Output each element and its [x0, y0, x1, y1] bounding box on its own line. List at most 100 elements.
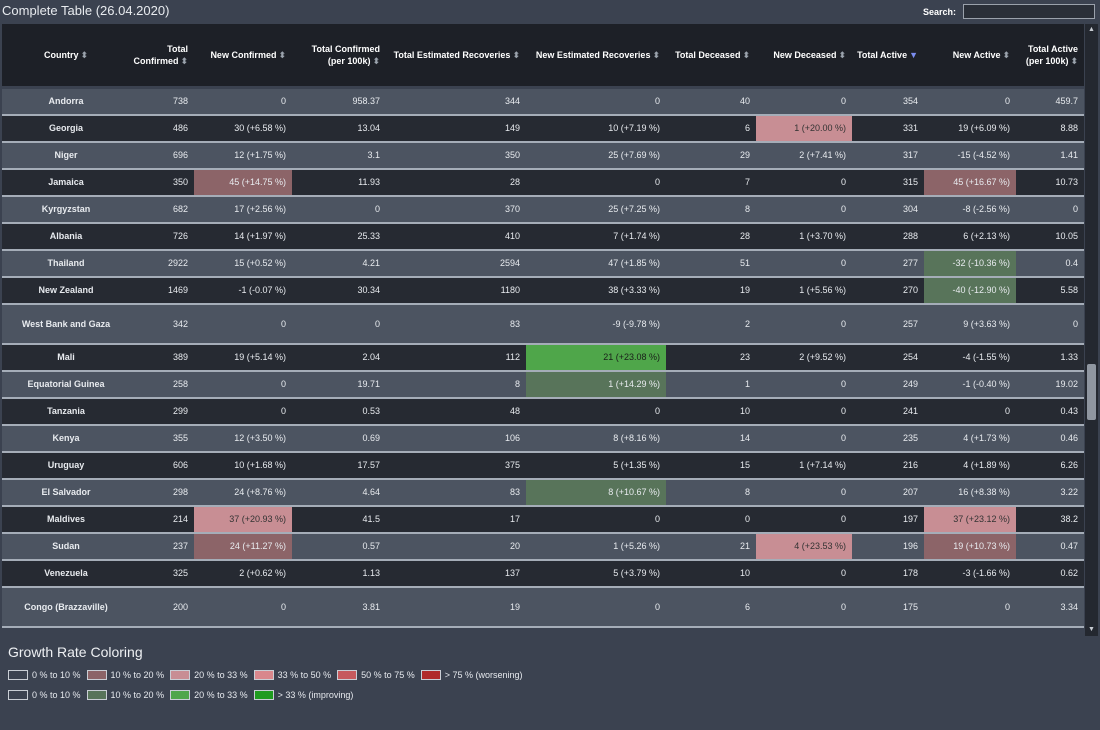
column-header[interactable]: New Confirmed ⬍ — [194, 24, 292, 86]
country-cell: Equatorial Guinea — [2, 371, 130, 399]
table-row[interactable]: New Zealand 1469 -1 (-0.07 %) 30.34 1180 38 (… — [2, 277, 1084, 305]
scroll-up-icon[interactable]: ▲ — [1088, 26, 1095, 33]
data-cell: 0 — [924, 398, 1016, 426]
data-cell: 0.47 — [1016, 533, 1084, 561]
data-cell: 375 — [386, 452, 526, 480]
data-cell: 288 — [852, 223, 924, 251]
scrollbar-thumb[interactable] — [1087, 364, 1096, 420]
column-header[interactable]: New Active ⬍ — [924, 24, 1016, 86]
sort-both-icon[interactable]: ⬍ — [180, 56, 188, 66]
data-cell: 1 (+5.56 %) — [756, 277, 852, 305]
data-cell: -15 (-4.52 %) — [924, 142, 1016, 170]
data-cell: 8 (+10.67 %) — [526, 479, 666, 507]
data-cell: 6 — [666, 115, 756, 143]
page-title: Complete Table (26.04.2020) — [2, 3, 170, 18]
data-cell: 0 — [194, 587, 292, 628]
data-cell: 5.58 — [1016, 277, 1084, 305]
sort-both-icon[interactable]: ⬍ — [278, 50, 286, 60]
data-cell: 0 — [526, 506, 666, 534]
legend-swatch — [86, 670, 107, 680]
sort-both-icon[interactable]: ⬍ — [80, 50, 89, 60]
sort-both-icon[interactable]: ⬍ — [838, 50, 846, 60]
column-header[interactable]: Total Confirmed ⬍ — [130, 24, 194, 86]
data-cell: 38 (+3.33 %) — [526, 277, 666, 305]
column-header[interactable]: Total Active (per 100k) ⬍ — [1016, 24, 1084, 86]
column-header[interactable]: Country ⬍ — [2, 24, 130, 86]
legend-swatch — [420, 670, 441, 680]
column-header[interactable]: New Estimated Recoveries ⬍ — [526, 24, 666, 86]
table-row[interactable]: Thailand 2922 15 (+0.52 %) 4.21 2594 47 (+1.8… — [2, 250, 1084, 278]
data-cell: 0 — [924, 89, 1016, 116]
sort-both-icon[interactable]: ⬍ — [512, 50, 520, 60]
data-cell: 19 (+10.73 %) — [924, 533, 1016, 561]
legend-item: 20 % to 33 % — [170, 690, 248, 700]
data-cell: 137 — [386, 560, 526, 588]
column-header[interactable]: Total Estimated Recoveries ⬍ — [386, 24, 526, 86]
sort-both-icon[interactable]: ⬍ — [742, 50, 750, 60]
country-cell: Kenya — [2, 425, 130, 453]
data-cell: 216 — [852, 452, 924, 480]
table-row[interactable]: Kyrgyzstan 682 17 (+2.56 %) 0 370 25 (+7.25 %… — [2, 196, 1084, 224]
sort-both-icon[interactable]: ⬍ — [1070, 56, 1078, 66]
data-cell: 0 — [1016, 304, 1084, 345]
table-row[interactable]: El Salvador 298 24 (+8.76 %) 4.64 83 8 (+10.6… — [2, 479, 1084, 507]
table-row[interactable]: Andorra 738 0 958.37 344 0 40 0 354 0 459.7 — [2, 89, 1084, 116]
table-row[interactable]: Equatorial Guinea 258 0 19.71 8 1 (+14.29 %) 1… — [2, 371, 1084, 399]
data-cell: 486 — [130, 115, 194, 143]
legend-swatch — [253, 670, 274, 680]
data-cell: 51 — [666, 250, 756, 278]
table-row[interactable]: Maldives 214 37 (+20.93 %) 41.5 17 0 0 0 197 37 (… — [2, 506, 1084, 534]
data-cell: 28 — [666, 223, 756, 251]
search-input[interactable] — [963, 4, 1095, 19]
table-row[interactable]: Kenya 355 12 (+3.50 %) 0.69 106 8 (+8.16 %) 14… — [2, 425, 1084, 453]
sort-desc-icon[interactable]: ▼ — [909, 50, 918, 60]
column-header-label: Total Confirmed (per 100k) — [311, 44, 380, 66]
data-cell: 12 (+3.50 %) — [194, 425, 292, 453]
table-row[interactable]: West Bank and Gaza 342 0 0 83 -9 (-9.78 %) 2 0 2… — [2, 304, 1084, 345]
data-cell: 2 (+7.41 %) — [756, 142, 852, 170]
data-cell: 38.2 — [1016, 506, 1084, 534]
column-header[interactable]: New Deceased ⬍ — [756, 24, 852, 86]
data-cell: 37 (+20.93 %) — [194, 506, 292, 534]
table-row[interactable]: Georgia 486 30 (+6.58 %) 13.04 149 10 (+7.19 … — [2, 115, 1084, 143]
data-cell: 0 — [756, 425, 852, 453]
scroll-down-icon[interactable]: ▼ — [1088, 626, 1095, 633]
sort-both-icon[interactable]: ⬍ — [372, 56, 380, 66]
data-cell: -3 (-1.66 %) — [924, 560, 1016, 588]
table-row[interactable]: Albania 726 14 (+1.97 %) 25.33 410 7 (+1.74 %… — [2, 223, 1084, 251]
table-row[interactable]: Uruguay 606 10 (+1.68 %) 17.57 375 5 (+1.35 %… — [2, 452, 1084, 480]
data-cell: 45 (+14.75 %) — [194, 169, 292, 197]
legend-item: 10 % to 20 % — [86, 690, 164, 700]
data-cell: 459.7 — [1016, 89, 1084, 116]
data-cell: 19 — [386, 587, 526, 628]
data-cell: 17 — [386, 506, 526, 534]
sort-both-icon[interactable]: ⬍ — [1002, 50, 1010, 60]
data-cell: 0.57 — [292, 533, 386, 561]
table-row[interactable]: Congo (Brazzaville) 200 0 3.81 19 0 6 0 175 0 3.34 — [2, 587, 1084, 628]
data-cell: 4 (+23.53 %) — [756, 533, 852, 561]
data-cell: -9 (-9.78 %) — [526, 304, 666, 345]
data-cell: 30.34 — [292, 277, 386, 305]
data-cell: 0.4 — [1016, 250, 1084, 278]
country-cell: Andorra — [2, 89, 130, 116]
legend-title: Growth Rate Coloring — [8, 644, 143, 660]
table-row[interactable]: Mali 389 19 (+5.14 %) 2.04 112 21 (+23.08 %) 2… — [2, 344, 1084, 372]
header-row: Country ⬍ Total Confirmed ⬍ New Confirmed ⬍ To… — [2, 24, 1084, 86]
data-cell: 0 — [756, 398, 852, 426]
column-header[interactable]: Total Confirmed (per 100k) ⬍ — [292, 24, 386, 86]
data-cell: 299 — [130, 398, 194, 426]
data-cell: 25 (+7.25 %) — [526, 196, 666, 224]
table-row[interactable]: Tanzania 299 0 0.53 48 0 10 0 241 0 0.43 — [2, 398, 1084, 426]
table-row[interactable]: Sudan 237 24 (+11.27 %) 0.57 20 1 (+5.26 %) 21… — [2, 533, 1084, 561]
column-header-label: Country — [43, 50, 79, 60]
data-cell: 15 (+0.52 %) — [194, 250, 292, 278]
vertical-scrollbar[interactable]: ▲ ▼ — [1085, 24, 1098, 636]
country-cell: Mali — [2, 344, 130, 372]
table-row[interactable]: Jamaica 350 45 (+14.75 %) 11.93 28 0 7 0 315 45 (… — [2, 169, 1084, 197]
table-row[interactable]: Niger 696 12 (+1.75 %) 3.1 350 25 (+7.69 %) 29… — [2, 142, 1084, 170]
data-cell: 2922 — [130, 250, 194, 278]
sort-both-icon[interactable]: ⬍ — [652, 50, 660, 60]
column-header[interactable]: Total Deceased ⬍ — [666, 24, 756, 86]
column-header[interactable]: Total Active ▼ — [852, 24, 924, 86]
table-row[interactable]: Venezuela 325 2 (+0.62 %) 1.13 137 5 (+3.79 %… — [2, 560, 1084, 588]
